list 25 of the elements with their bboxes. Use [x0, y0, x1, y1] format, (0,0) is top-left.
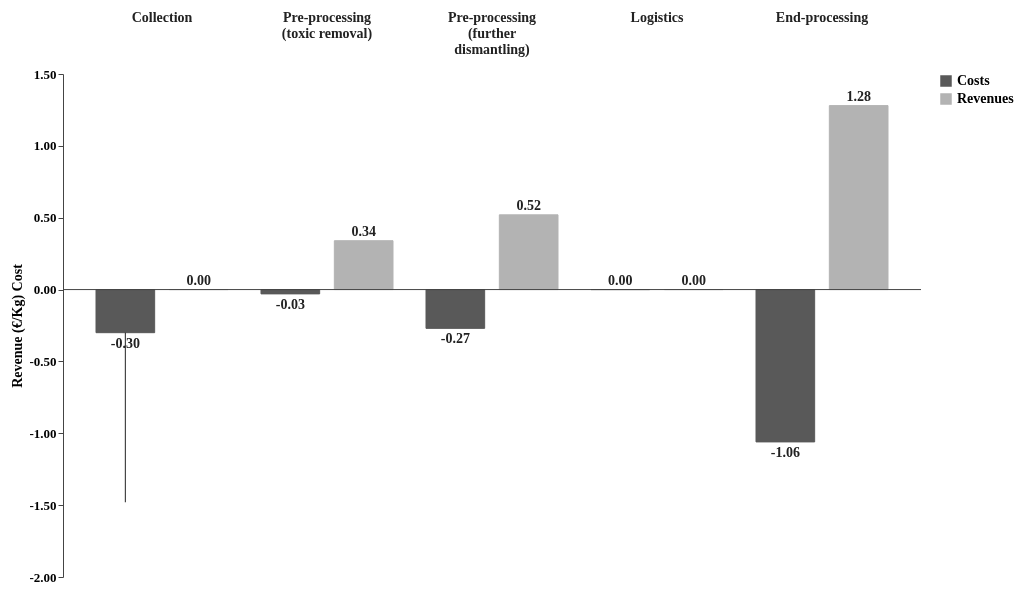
y-tick-label: 1.00	[33, 138, 57, 154]
data-label: 0.34	[351, 223, 376, 239]
y-tick-label: -0.50	[29, 353, 57, 369]
data-label: 0.00	[681, 272, 706, 288]
y-tick-label: 0.00	[33, 282, 57, 298]
x-tick-label: Pre-processing (toxic removal)	[281, 9, 373, 42]
data-label: -1.06	[770, 444, 800, 460]
y-tick-label: 0.50	[33, 210, 57, 226]
x-tick-label: Logistics	[630, 9, 684, 25]
data-label: 1.28	[846, 88, 871, 104]
data-label: 0.00	[186, 272, 211, 288]
data-label: -0.03	[275, 296, 305, 312]
x-tick-label: Collection	[131, 9, 193, 25]
y-tick-label: 1.50	[33, 66, 57, 82]
data-label: -0.27	[440, 331, 470, 347]
x-tick-label: End-processing	[775, 9, 869, 25]
data-label: 0.00	[608, 272, 633, 288]
x-tick-label: Pre-processing (further dismantling)	[447, 9, 537, 58]
y-tick-label: -1.00	[29, 425, 57, 441]
legend-label: Revenues	[957, 91, 1015, 106]
y-tick-label: -2.00	[29, 569, 57, 585]
data-label: 0.52	[516, 197, 541, 213]
y-axis-title: Revenue (€/Kg) Cost	[10, 263, 27, 388]
legend-label: Costs	[957, 73, 991, 88]
y-tick-label: -1.50	[29, 497, 57, 513]
